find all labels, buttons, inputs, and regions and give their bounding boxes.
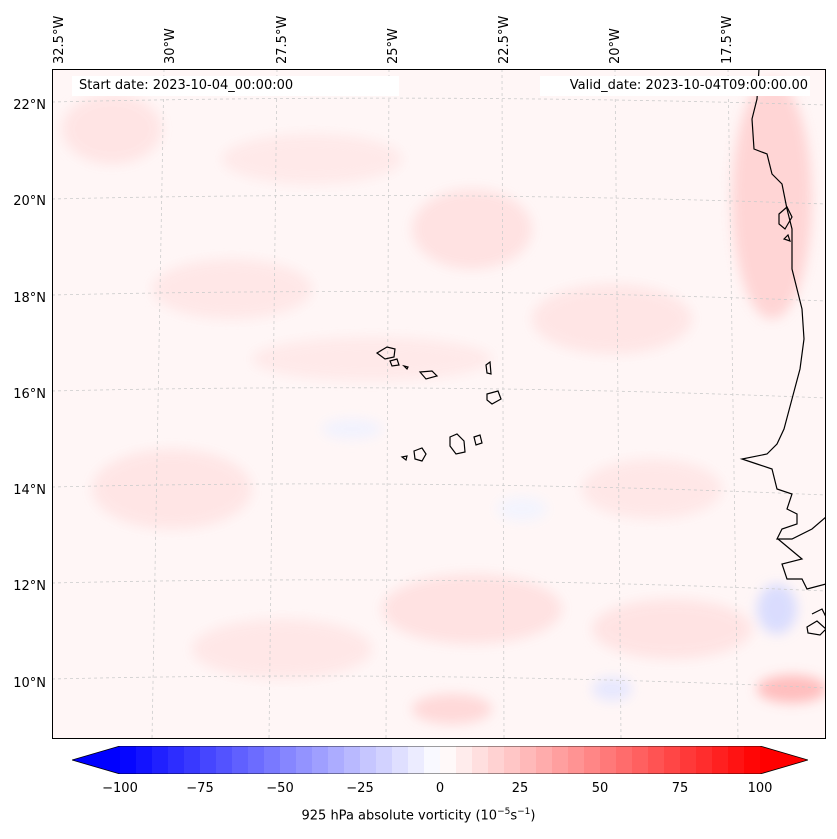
lon-label: 22.5°W <box>497 15 512 64</box>
colorbar-segment <box>280 746 297 774</box>
colorbar-segment <box>584 746 601 774</box>
colorbar-segment <box>424 746 441 774</box>
colorbar-tick: 25 <box>511 781 529 796</box>
map-border <box>52 69 826 739</box>
colorbar-segment <box>376 746 393 774</box>
colorbar-segment <box>152 746 169 774</box>
colorbar-segment <box>184 746 201 774</box>
lon-label: 25°W <box>386 28 401 64</box>
colorbar-tick: 50 <box>591 781 609 796</box>
lon-label: 30°W <box>163 28 178 64</box>
colorbar-segment <box>536 746 553 774</box>
colorbar-extend-low <box>72 746 120 774</box>
colorbar-tick: 0 <box>435 781 445 796</box>
colorbar-segment <box>696 746 713 774</box>
islands <box>375 346 502 462</box>
colorbar-segment <box>200 746 217 774</box>
lon-label: 20°W <box>608 28 623 64</box>
lon-label: 32.5°W <box>52 15 67 64</box>
colorbar-segment <box>456 746 473 774</box>
colorbar-segment <box>168 746 185 774</box>
colorbar-segment <box>120 746 137 774</box>
gridlines <box>52 69 826 739</box>
colorbar-segment <box>312 746 329 774</box>
colorbar-segment <box>552 746 569 774</box>
colorbar <box>72 746 808 774</box>
colorbar-tick: 75 <box>671 781 689 796</box>
lat-label: 16°N <box>13 387 46 402</box>
lon-label: 17.5°W <box>720 15 735 64</box>
lat-label: 20°N <box>13 194 46 209</box>
colorbar-segment <box>680 746 697 774</box>
colorbar-segment <box>648 746 665 774</box>
colorbar-segment <box>136 746 153 774</box>
colorbar-segment <box>440 746 457 774</box>
colorbar-segment <box>472 746 489 774</box>
vorticity-map[interactable] <box>52 69 826 739</box>
lat-label: 18°N <box>13 291 46 306</box>
colorbar-segment <box>232 746 249 774</box>
colorbar-segment <box>264 746 281 774</box>
colorbar-tick: −25 <box>346 781 374 796</box>
colorbar-segment <box>392 746 409 774</box>
colorbar-segment <box>632 746 649 774</box>
lat-label: 22°N <box>13 98 46 113</box>
colorbar-segment <box>328 746 345 774</box>
coastline <box>739 69 826 636</box>
colorbar-tick: −50 <box>266 781 294 796</box>
lon-label: 27.5°W <box>275 15 290 64</box>
start-date-label: Start date: 2023-10-04_00:00:00 <box>72 76 399 96</box>
colorbar-label: 925 hPa absolute vorticity (10−5s−1) <box>301 807 536 824</box>
lat-label: 10°N <box>13 676 46 691</box>
colorbar-segment <box>600 746 617 774</box>
valid-date-label: Valid_date: 2023-10-04T09:00:00.00 <box>540 76 810 96</box>
colorbar-segment <box>616 746 633 774</box>
colorbar-segment <box>728 746 745 774</box>
colorbar-segment <box>520 746 537 774</box>
colorbar-segment <box>568 746 585 774</box>
colorbar-segment <box>408 746 425 774</box>
lat-label: 12°N <box>13 579 46 594</box>
colorbar-segment <box>248 746 265 774</box>
colorbar-tick: −75 <box>186 781 214 796</box>
colorbar-segment <box>360 746 377 774</box>
colorbar-extend-high <box>760 746 808 774</box>
colorbar-tick: 100 <box>747 781 773 796</box>
colorbar-segment <box>744 746 761 774</box>
colorbar-segments <box>120 746 761 774</box>
colorbar-segment <box>344 746 361 774</box>
colorbar-segment <box>216 746 233 774</box>
colorbar-segment <box>504 746 521 774</box>
colorbar-segment <box>488 746 505 774</box>
colorbar-segment <box>664 746 681 774</box>
colorbar-segment <box>296 746 313 774</box>
colorbar-segment <box>712 746 729 774</box>
lat-label: 14°N <box>13 483 46 498</box>
colorbar-tick: −100 <box>102 781 138 796</box>
